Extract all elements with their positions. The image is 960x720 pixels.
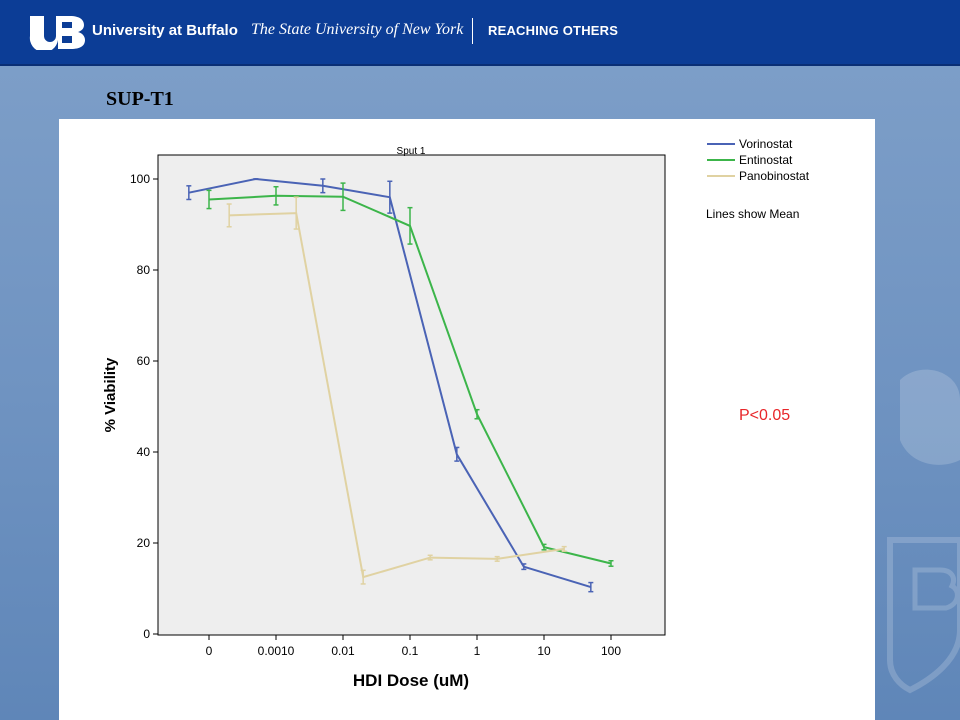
- y-tick-label: 60: [137, 354, 151, 368]
- error-bar-entinostat: [474, 408, 480, 420]
- x-tick-label: 0.0010: [258, 644, 295, 658]
- crest-watermark-icon: [887, 369, 960, 694]
- error-bar-panobinostat: [293, 196, 299, 230]
- error-bar-panobinostat: [360, 569, 366, 585]
- chart-title: Sput 1: [397, 146, 426, 157]
- error-bar-panobinostat: [494, 555, 500, 562]
- legend: Vorinostat Entinostat Panobinostat: [707, 137, 810, 183]
- y-tick-label: 80: [137, 263, 151, 277]
- y-tick-label: 20: [137, 536, 151, 550]
- legend-label-vorinostat: Vorinostat: [739, 137, 793, 151]
- error-bar-panobinostat: [427, 554, 433, 561]
- error-bar-panobinostat: [561, 545, 567, 552]
- x-tick-label: 0.01: [331, 644, 355, 658]
- p-value-annotation: P<0.05: [739, 407, 790, 424]
- y-tick-label: 40: [137, 445, 151, 459]
- university-name: University at Buffalo: [92, 22, 238, 39]
- error-bar-vorinostat: [454, 446, 460, 462]
- error-bar-vorinostat: [588, 581, 594, 593]
- legend-label-panobinostat: Panobinostat: [739, 169, 810, 183]
- error-bar-panobinostat: [226, 203, 232, 228]
- error-bar-vorinostat: [387, 180, 393, 214]
- university-banner: University at Buffalo The State Universi…: [0, 0, 960, 66]
- y-tick-label: 100: [130, 172, 150, 186]
- x-axis: 0 0.0010 0.01 0.1 1 10 100: [206, 635, 621, 658]
- y-tick-label: 0: [143, 627, 150, 641]
- series-line-panobinostat: [229, 212, 565, 579]
- error-bar-vorinostat: [521, 563, 527, 571]
- suny-name: The State University of New York: [251, 21, 464, 38]
- error-bar-vorinostat: [320, 178, 326, 194]
- error-bar-entinostat: [407, 206, 413, 245]
- x-tick-label: 100: [601, 644, 621, 658]
- ub-logo: [29, 16, 85, 50]
- x-tick-label: 1: [474, 644, 481, 658]
- banner-tagline: REACHING OTHERS: [488, 23, 619, 38]
- legend-label-entinostat: Entinostat: [739, 153, 793, 167]
- error-bar-vorinostat: [186, 185, 192, 201]
- plot-area: [157, 154, 666, 636]
- x-tick-label: 0.1: [402, 644, 419, 658]
- error-bar-entinostat: [273, 185, 279, 206]
- y-axis-label: % Viability: [102, 357, 119, 432]
- error-bar-entinostat: [541, 543, 547, 551]
- error-bar-entinostat: [340, 182, 346, 212]
- viability-chart: Sput 1 0 0.0010 0.01 0.1 1 10 100 0 20 40 60 80 100…: [102, 137, 810, 690]
- x-axis-label: HDI Dose (uM): [353, 671, 469, 690]
- banner-divider: [472, 18, 473, 44]
- y-axis: 0 20 40 60 80 100: [130, 172, 158, 641]
- error-bar-entinostat: [608, 559, 614, 567]
- slide-title: SUP-T1: [106, 88, 174, 110]
- x-tick-label: 0: [206, 644, 213, 658]
- x-tick-label: 10: [537, 644, 551, 658]
- error-bar-entinostat: [206, 189, 212, 210]
- chart-panel: Sput 1 0 0.0010 0.01 0.1 1 10 100 0 20 40 60 80 100…: [59, 119, 875, 720]
- legend-note: Lines show Mean: [706, 207, 799, 221]
- series-layer: [186, 177, 614, 593]
